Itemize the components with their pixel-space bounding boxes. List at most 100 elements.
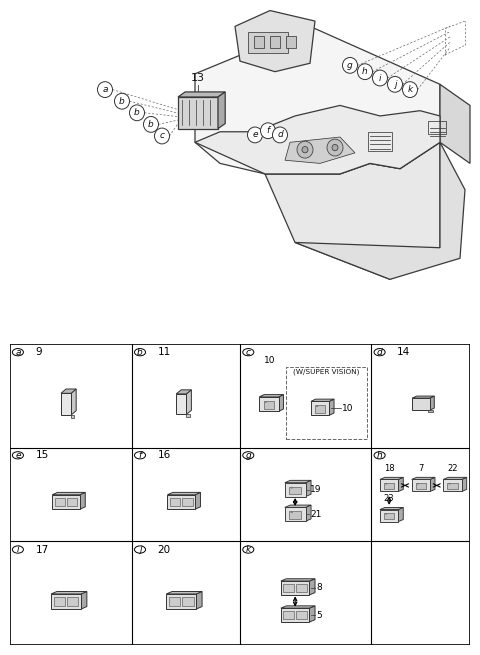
Polygon shape: [295, 142, 465, 279]
Text: 23: 23: [384, 494, 395, 503]
Text: 14: 14: [397, 347, 410, 357]
Polygon shape: [285, 137, 355, 163]
Polygon shape: [168, 493, 201, 495]
Bar: [169, 597, 180, 606]
Text: e: e: [15, 451, 21, 460]
Polygon shape: [81, 591, 87, 609]
Polygon shape: [195, 105, 440, 174]
Text: h: h: [362, 67, 368, 76]
Bar: [428, 121, 446, 134]
Polygon shape: [278, 394, 284, 411]
Bar: [281, 608, 310, 622]
Circle shape: [343, 58, 358, 73]
Circle shape: [332, 144, 338, 151]
Circle shape: [297, 141, 313, 158]
Circle shape: [273, 127, 288, 143]
Bar: [444, 479, 462, 491]
Text: c: c: [159, 132, 165, 140]
Text: e: e: [252, 130, 258, 140]
Polygon shape: [195, 493, 201, 509]
Polygon shape: [310, 606, 315, 622]
Polygon shape: [195, 26, 440, 174]
Bar: [54, 597, 65, 606]
Bar: [71, 415, 74, 419]
Polygon shape: [380, 477, 403, 479]
Bar: [170, 498, 180, 506]
Bar: [186, 415, 190, 417]
Circle shape: [130, 105, 144, 121]
Polygon shape: [178, 97, 218, 128]
Bar: [270, 36, 280, 48]
Bar: [285, 508, 306, 521]
Circle shape: [115, 93, 130, 109]
Text: (W/SUPER VISION): (W/SUPER VISION): [293, 369, 360, 375]
Circle shape: [387, 77, 403, 92]
Polygon shape: [412, 396, 434, 398]
Polygon shape: [61, 389, 76, 393]
Polygon shape: [398, 508, 403, 521]
Text: 10: 10: [264, 356, 275, 365]
Circle shape: [403, 82, 418, 98]
Circle shape: [291, 512, 293, 513]
Bar: [315, 405, 325, 413]
Bar: [412, 398, 430, 410]
Polygon shape: [462, 477, 467, 491]
Polygon shape: [440, 84, 470, 163]
Text: k: k: [246, 545, 251, 554]
Text: 17: 17: [36, 544, 48, 555]
Polygon shape: [71, 389, 76, 415]
Text: i: i: [17, 545, 19, 554]
Polygon shape: [52, 493, 85, 495]
Text: b: b: [148, 120, 154, 129]
Bar: [55, 498, 65, 506]
Polygon shape: [51, 591, 87, 594]
Bar: [311, 402, 329, 415]
Bar: [447, 483, 457, 489]
Text: h: h: [377, 451, 383, 460]
Text: 9: 9: [36, 347, 42, 357]
Circle shape: [155, 128, 169, 144]
Text: g: g: [245, 451, 251, 460]
Bar: [168, 495, 195, 509]
Text: i: i: [379, 73, 381, 83]
Text: c: c: [246, 348, 251, 357]
Circle shape: [265, 402, 266, 403]
Polygon shape: [186, 390, 192, 415]
Text: b: b: [137, 348, 143, 357]
Bar: [259, 397, 278, 411]
Bar: [289, 487, 301, 494]
Circle shape: [372, 70, 387, 86]
Text: 8: 8: [316, 584, 322, 593]
Bar: [67, 597, 78, 606]
Bar: [281, 581, 310, 595]
Polygon shape: [329, 399, 334, 415]
Bar: [61, 393, 71, 415]
Polygon shape: [306, 505, 311, 521]
Polygon shape: [176, 390, 192, 394]
Circle shape: [417, 483, 419, 484]
Bar: [416, 483, 426, 489]
Bar: [384, 483, 394, 489]
Polygon shape: [281, 606, 315, 608]
Text: 21: 21: [311, 510, 322, 519]
Text: j: j: [394, 80, 396, 89]
Polygon shape: [196, 591, 202, 609]
Text: g: g: [347, 61, 353, 70]
Text: 20: 20: [157, 544, 171, 555]
Bar: [296, 611, 307, 619]
Circle shape: [97, 82, 112, 98]
Text: b: b: [134, 108, 140, 117]
Text: a: a: [102, 85, 108, 94]
Bar: [286, 367, 367, 439]
Polygon shape: [310, 579, 315, 595]
Circle shape: [302, 147, 308, 153]
Circle shape: [316, 405, 318, 407]
Circle shape: [261, 122, 276, 139]
Bar: [285, 483, 306, 496]
Bar: [284, 584, 294, 592]
Polygon shape: [311, 399, 334, 402]
Bar: [51, 594, 81, 609]
Text: 7: 7: [418, 464, 423, 473]
Circle shape: [327, 139, 343, 156]
Polygon shape: [285, 480, 311, 483]
